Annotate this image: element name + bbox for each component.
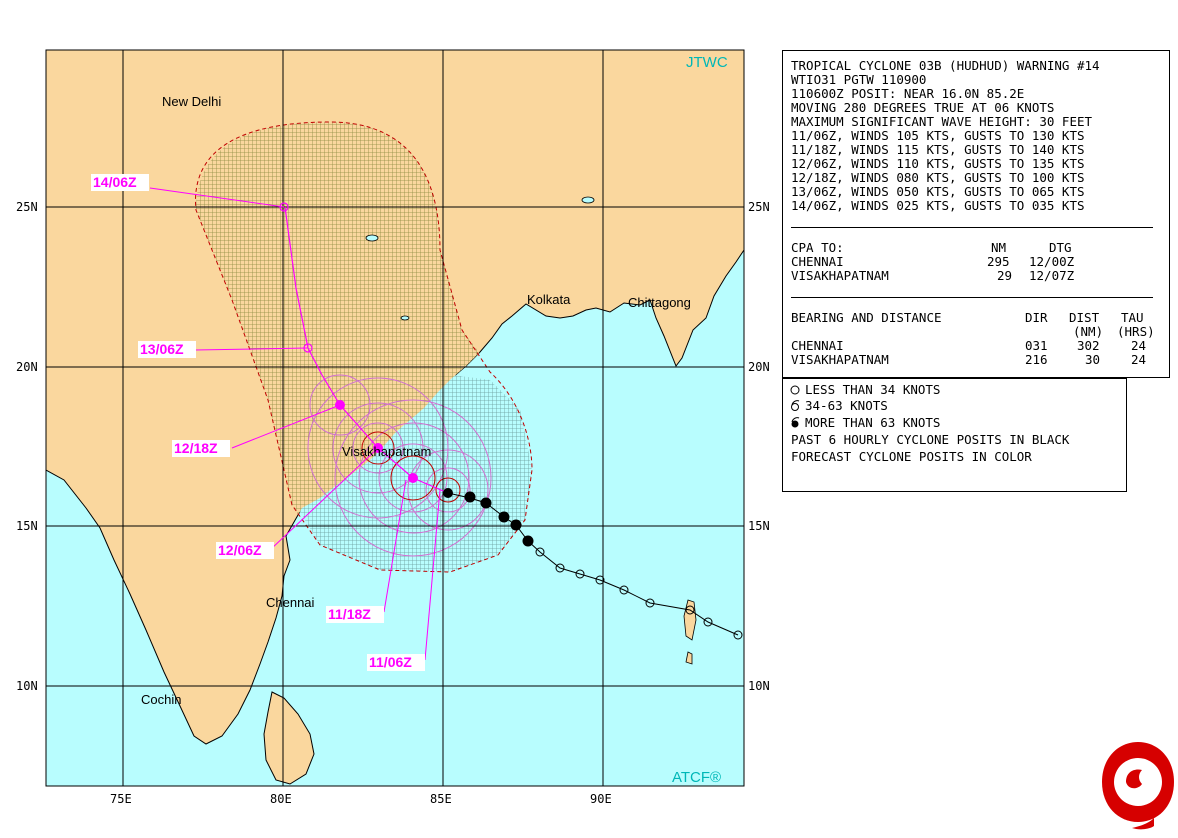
lat-label-left: 20N	[16, 360, 38, 374]
bearing-col-dist: DIST	[1069, 310, 1100, 325]
track-map: JTWC ATCF® 25N 20N 15N 10N 25N 20N 15N 1…	[16, 49, 770, 806]
cpa-title: CPA TO:	[791, 240, 844, 255]
bearing-place: VISAKHAPATNAM	[791, 352, 889, 367]
warning-line: MOVING 280 DEGREES TRUE AT 06 KNOTS	[791, 100, 1055, 115]
forecast-label-11-18z: 11/18Z	[328, 606, 371, 622]
cpa-col-dtg: DTG	[1049, 240, 1072, 255]
lon-label: 75E	[110, 792, 132, 806]
cpa-dtg: 12/00Z	[1029, 254, 1075, 269]
open-circle-icon	[790, 385, 800, 395]
cpa-col-nm: NM	[991, 240, 1007, 255]
warning-line: 12/18Z, WINDS 080 KTS, GUSTS TO 100 KTS	[791, 170, 1085, 185]
forecast-label-12-18z: 12/18Z	[174, 440, 218, 456]
warning-line: WTIO31 PGTW 110900	[791, 72, 927, 87]
cpa-nm: 29	[997, 268, 1013, 283]
warning-line: 13/06Z, WINDS 050 KTS, GUSTS TO 065 KTS	[791, 184, 1085, 199]
lat-label-right: 25N	[748, 200, 770, 214]
bearing-dist: 30	[1085, 352, 1101, 367]
warning-line: 110600Z POSIT: NEAR 16.0N 85.2E	[791, 86, 1025, 101]
copyright-label: ATCF®	[672, 769, 721, 786]
cpa-dtg: 12/07Z	[1029, 268, 1075, 283]
legend-item: 34-63 KNOTS	[805, 398, 888, 413]
bearing-dir: 031	[1025, 338, 1048, 353]
danger-area-outline	[195, 121, 533, 573]
bearing-col-tau: TAU	[1121, 310, 1144, 325]
lon-label: 80E	[270, 792, 292, 806]
past-positions	[464, 491, 743, 640]
bearing-tau: 24	[1131, 352, 1147, 367]
cpa-place: CHENNAI	[791, 254, 844, 269]
lon-label: 85E	[430, 792, 452, 806]
wind-radii	[307, 374, 492, 557]
warning-panel: TROPICAL CYCLONE 03B (HUDHUD) WARNING #1…	[782, 50, 1170, 378]
bearing-place: CHENNAI	[791, 338, 844, 353]
city-label-new-delhi: New Delhi	[162, 94, 221, 109]
cpa-place: VISAKHAPATNAM	[791, 268, 889, 283]
legend-note: FORECAST CYCLONE POSITS IN COLOR	[791, 449, 1032, 464]
past-track-line	[447, 492, 739, 636]
bearing-col-tau-unit: (HRS)	[1117, 324, 1155, 339]
lat-label-right: 15N	[748, 519, 770, 533]
warning-line: MAXIMUM SIGNIFICANT WAVE HEIGHT: 30 FEET	[791, 114, 1093, 129]
lat-label-left: 15N	[16, 519, 38, 533]
forecast-track-line	[284, 206, 449, 494]
bearing-dist: 302	[1077, 338, 1100, 353]
city-label-visakhapatnam: Visakhapatnam	[342, 444, 431, 459]
andaman-islands	[683, 599, 697, 665]
forecast-label-12-06z: 12/06Z	[218, 542, 262, 558]
warning-line: 12/06Z, WINDS 110 KTS, GUSTS TO 135 KTS	[791, 156, 1085, 171]
city-label-cochin: Cochin	[141, 692, 181, 707]
legend-note: PAST 6 HOURLY CYCLONE POSITS IN BLACK	[791, 432, 1070, 447]
forecast-label-13-06z: 13/06Z	[140, 341, 184, 357]
warning-line: 11/06Z, WINDS 105 KTS, GUSTS TO 130 KTS	[791, 128, 1085, 143]
bearing-title: BEARING AND DISTANCE	[791, 310, 942, 325]
warning-line: 11/18Z, WINDS 115 KTS, GUSTS TO 140 KTS	[791, 142, 1085, 157]
agency-label: JTWC	[686, 54, 728, 71]
cyclone-open-icon	[791, 400, 800, 411]
city-label-kolkata: Kolkata	[527, 292, 571, 307]
bearing-col-dir: DIR	[1025, 310, 1048, 325]
city-label-chennai: Chennai	[266, 595, 315, 610]
sri-lanka-island	[263, 691, 315, 785]
legend-item: MORE THAN 63 KNOTS	[805, 415, 941, 430]
lon-label: 90E	[590, 792, 612, 806]
cyclone-filled-icon	[791, 417, 800, 428]
warning-title: TROPICAL CYCLONE 03B (HUDHUD) WARNING #1…	[791, 58, 1100, 73]
bearing-dir: 216	[1025, 352, 1048, 367]
forecast-label-14-06z: 14/06Z	[93, 174, 137, 190]
lat-label-right: 20N	[748, 360, 770, 374]
bearing-tau: 24	[1131, 338, 1147, 353]
lat-label-left: 25N	[16, 200, 38, 214]
graticule	[46, 50, 744, 786]
leader-lines	[149, 187, 441, 661]
legend-item: LESS THAN 34 KNOTS	[805, 382, 941, 397]
forecast-label-11-06z: 11/06Z	[369, 654, 412, 670]
city-label-chittagong: Chittagong	[628, 295, 691, 310]
jtwc-seal-icon	[1102, 742, 1174, 830]
cpa-nm: 295	[987, 254, 1010, 269]
lat-label-right: 10N	[748, 679, 770, 693]
bearing-col-dist-unit: (NM)	[1073, 324, 1104, 339]
lat-label-left: 10N	[16, 679, 38, 693]
warning-line: 14/06Z, WINDS 025 KTS, GUSTS TO 035 KTS	[791, 198, 1085, 213]
legend-panel: LESS THAN 34 KNOTS 34-63 KNOTS MORE THAN…	[782, 378, 1127, 492]
